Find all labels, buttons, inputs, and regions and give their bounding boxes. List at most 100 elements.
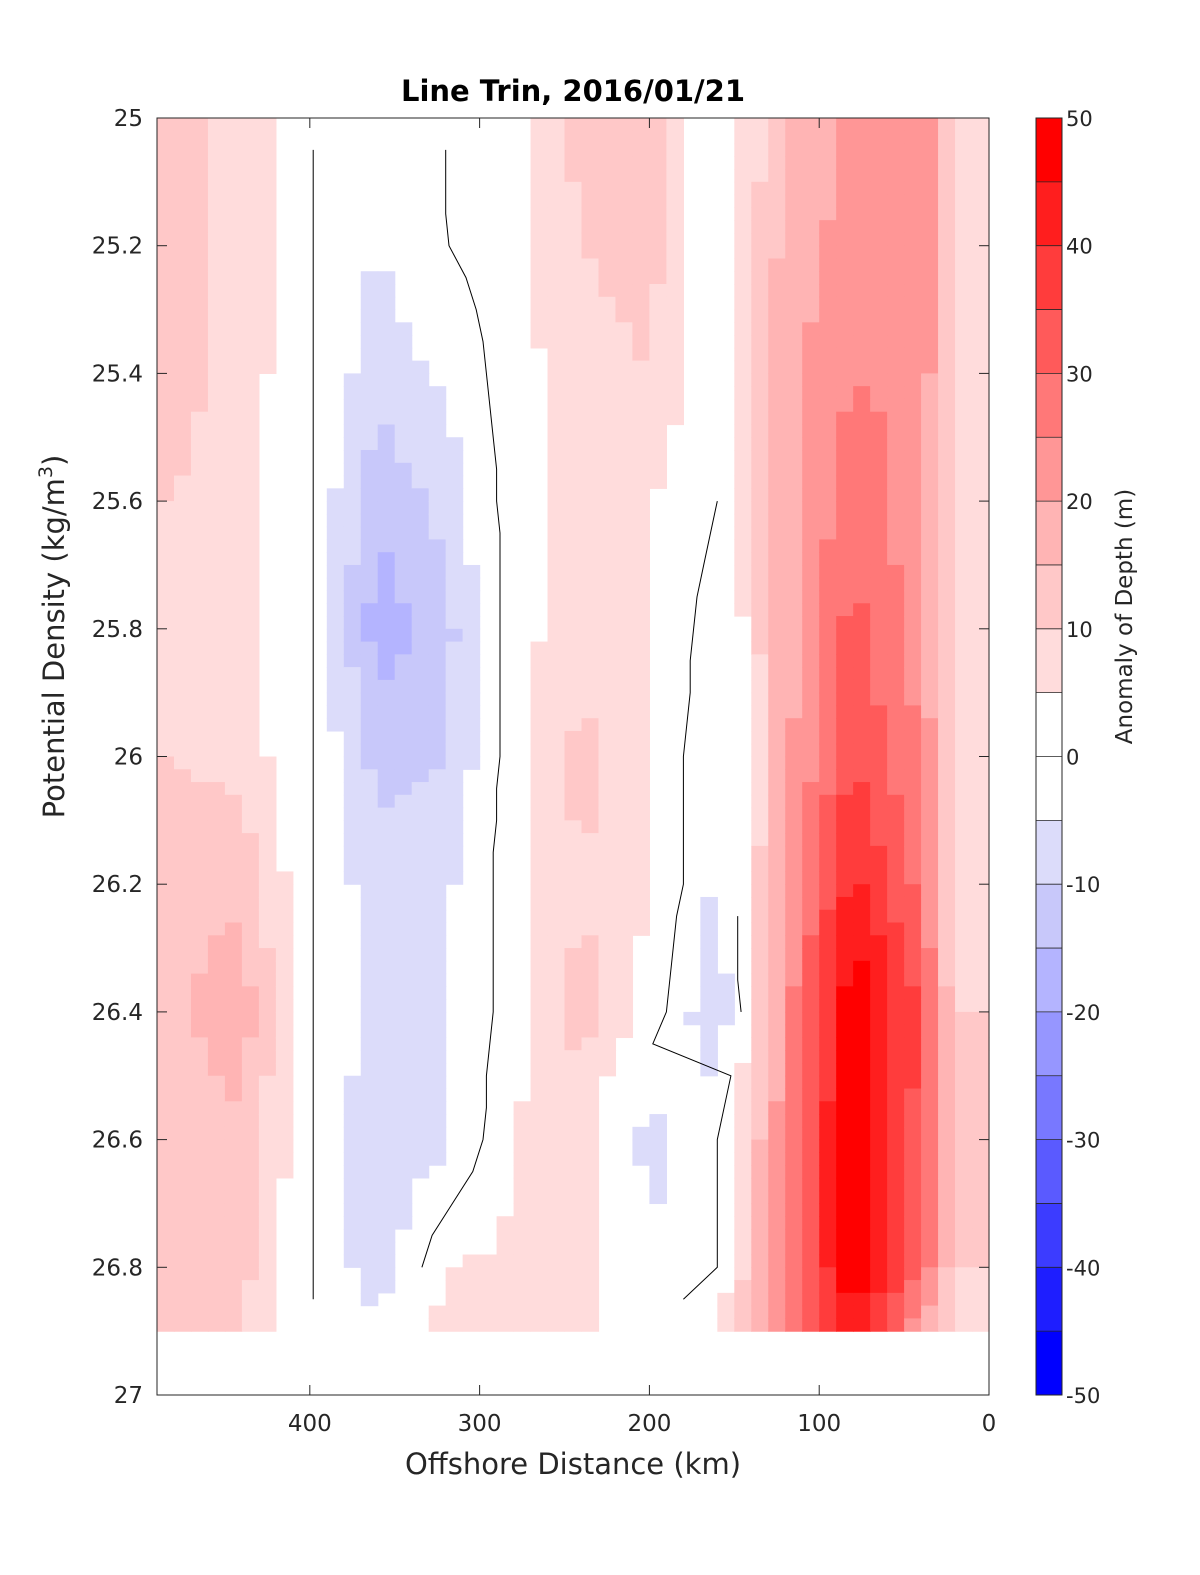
heatmap-cell	[853, 322, 871, 336]
heatmap-cell	[530, 1203, 549, 1217]
heatmap-cell	[836, 488, 854, 502]
heatmap-cell	[785, 156, 803, 170]
heatmap-cell	[157, 1037, 175, 1051]
heatmap-cell	[887, 1075, 905, 1090]
heatmap-cell	[224, 181, 243, 196]
colorbar-segment	[1036, 118, 1062, 183]
heatmap-cell	[751, 1203, 769, 1217]
heatmap-cell	[938, 654, 956, 668]
heatmap-cell	[870, 1267, 888, 1281]
heatmap-cell	[530, 245, 549, 260]
heatmap-cell	[394, 833, 413, 847]
heatmap-cell	[190, 1075, 209, 1090]
heatmap-cell	[377, 564, 396, 579]
heatmap-cell	[258, 1305, 277, 1319]
heatmap-cell	[564, 258, 583, 272]
heatmap-cell	[836, 220, 854, 234]
heatmap-cell	[241, 948, 260, 962]
heatmap-cell	[360, 960, 379, 975]
heatmap-cell	[173, 820, 192, 834]
heatmap-cell	[564, 692, 583, 707]
heatmap-cell	[190, 501, 209, 515]
heatmap-cell	[445, 679, 464, 694]
heatmap-cell	[258, 143, 277, 157]
heatmap-cell	[615, 564, 634, 579]
y-tick-label: 25.2	[92, 234, 143, 260]
heatmap-cell	[768, 501, 786, 515]
heatmap-cell	[343, 1254, 362, 1268]
colorbar-tick-label: 40	[1066, 235, 1093, 259]
heatmap-cell	[224, 220, 243, 234]
heatmap-cell	[343, 858, 362, 873]
heatmap-cell	[955, 999, 973, 1013]
heatmap-cell	[972, 564, 990, 579]
heatmap-cell	[581, 960, 600, 975]
heatmap-cell	[224, 641, 243, 655]
heatmap-cell	[921, 1254, 939, 1268]
heatmap-cell	[921, 616, 939, 630]
heatmap-cell	[649, 296, 667, 311]
heatmap-cell	[173, 871, 192, 885]
heatmap-cell	[377, 616, 396, 630]
heatmap-cell	[904, 1305, 922, 1319]
heatmap-cell	[224, 896, 243, 911]
heatmap-cell	[802, 718, 820, 732]
heatmap-cell	[207, 935, 226, 949]
heatmap-cell	[632, 743, 651, 758]
heatmap-cell	[173, 1241, 192, 1256]
heatmap-cell	[241, 411, 260, 426]
heatmap-cell	[190, 794, 209, 809]
heatmap-cell	[394, 909, 413, 924]
heatmap-cell	[343, 1241, 362, 1256]
heatmap-cell	[377, 398, 396, 413]
heatmap-cell	[411, 756, 430, 770]
heatmap-cell	[157, 1139, 175, 1153]
heatmap-cell	[870, 1101, 888, 1115]
heatmap-cell	[819, 296, 837, 311]
heatmap-cell	[802, 871, 820, 885]
heatmap-cell	[955, 1241, 973, 1256]
heatmap-cell	[615, 845, 634, 860]
heatmap-cell	[615, 398, 634, 413]
heatmap-cell	[445, 628, 464, 643]
heatmap-cell	[751, 130, 769, 145]
heatmap-cell	[870, 1292, 888, 1307]
heatmap-cell	[394, 398, 413, 413]
heatmap-cell	[972, 948, 990, 962]
heatmap-cell	[938, 284, 956, 298]
heatmap-cell	[173, 794, 192, 809]
heatmap-cell	[173, 552, 192, 566]
heatmap-cell	[853, 1254, 871, 1268]
heatmap-cell	[190, 386, 209, 400]
heatmap-cell	[802, 1101, 820, 1115]
heatmap-cell	[717, 1318, 735, 1332]
heatmap-cell	[768, 424, 786, 438]
heatmap-cell	[411, 628, 430, 643]
colorbar-tick-label: 0	[1066, 746, 1079, 770]
y-tick-label: 26.6	[92, 1128, 143, 1154]
heatmap-cell	[360, 1241, 379, 1256]
heatmap-cell	[428, 730, 447, 745]
heatmap-cell	[224, 845, 243, 860]
heatmap-cell	[853, 462, 871, 477]
heatmap-cell	[207, 807, 226, 821]
heatmap-cell	[921, 1011, 939, 1026]
heatmap-cell	[615, 948, 634, 962]
heatmap-cell	[836, 284, 854, 298]
heatmap-cell	[802, 194, 820, 208]
heatmap-cell	[581, 1203, 600, 1217]
heatmap-cell	[394, 769, 413, 783]
heatmap-cell	[547, 628, 566, 643]
heatmap-cell	[751, 373, 769, 387]
heatmap-cell	[394, 705, 413, 719]
heatmap-cell	[955, 807, 973, 821]
heatmap-cell	[530, 1024, 549, 1039]
heatmap-cell	[649, 1190, 667, 1205]
heatmap-cell	[530, 1305, 549, 1319]
heatmap-cell	[207, 692, 226, 707]
heatmap-cell	[921, 692, 939, 707]
heatmap-cell	[632, 513, 651, 528]
heatmap-cell	[241, 373, 260, 387]
heatmap-cell	[921, 437, 939, 451]
